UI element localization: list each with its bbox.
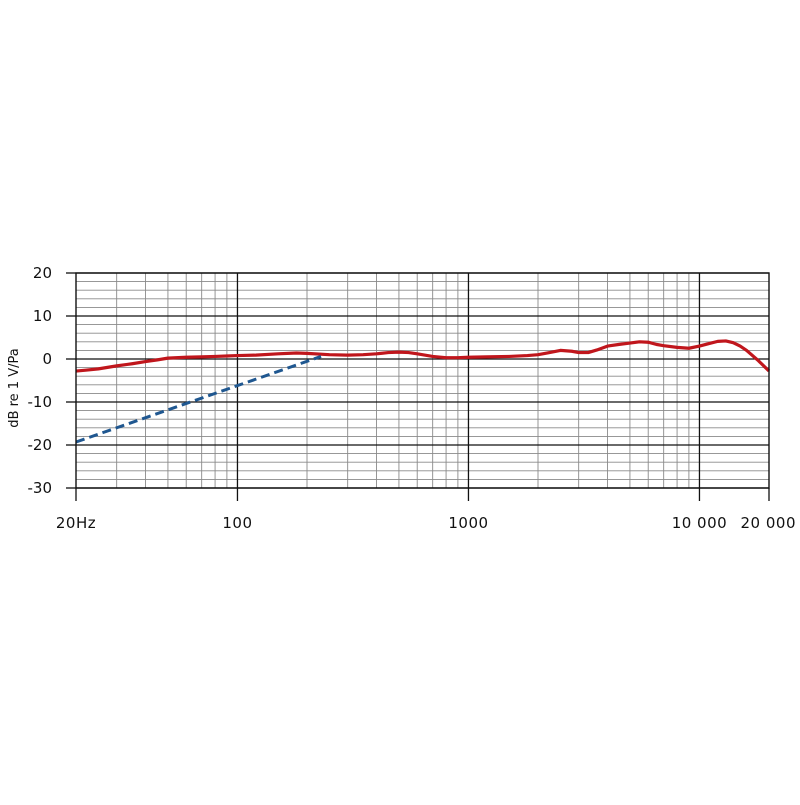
x-tick-label: 1000 bbox=[448, 514, 488, 532]
y-axis-label: dB re 1 V/Pa bbox=[7, 348, 22, 427]
x-tick-label: 100 bbox=[222, 514, 252, 532]
major-grid-lines bbox=[76, 272, 769, 489]
series-line-solid bbox=[75, 339, 771, 373]
y-tick-label: -20 bbox=[28, 436, 53, 454]
plot-border bbox=[75, 272, 770, 489]
y-tick-label: -30 bbox=[28, 479, 53, 497]
series-line-dashed bbox=[75, 355, 322, 444]
y-axis: 20 10 0 -10 -20 -30 bbox=[28, 264, 76, 497]
y-tick-label: 0 bbox=[42, 350, 52, 368]
y-tick-label: 10 bbox=[33, 307, 52, 325]
y-tick-label: -10 bbox=[28, 393, 53, 411]
x-tick-label: 20Hz bbox=[56, 514, 96, 532]
x-axis: 20Hz 100 1000 10 000 20 000 bbox=[56, 488, 796, 532]
plot-frame bbox=[75, 272, 770, 489]
y-tick-label: 20 bbox=[33, 264, 52, 282]
x-tick-label: 20 000 bbox=[741, 514, 797, 532]
series-layer bbox=[75, 339, 771, 444]
grid-lines bbox=[76, 273, 769, 488]
x-tick-label: 10 000 bbox=[672, 514, 728, 532]
